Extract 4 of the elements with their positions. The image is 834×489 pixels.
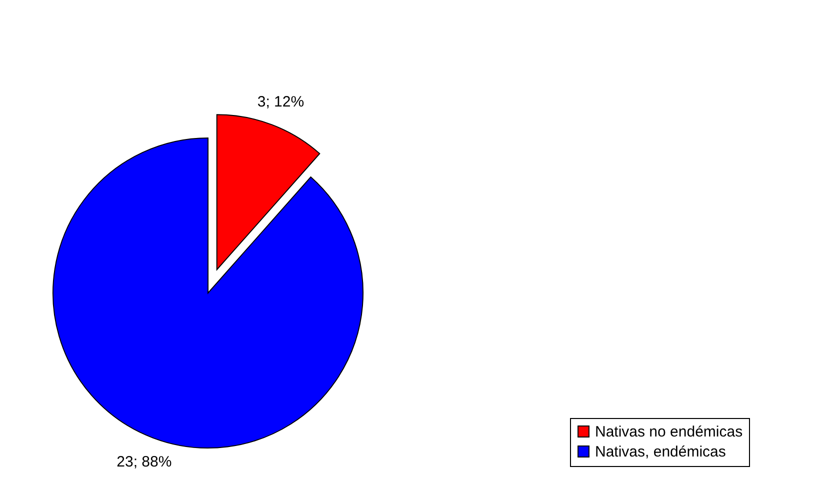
legend-label: Nativas, endémicas xyxy=(595,444,726,460)
data-label: 3; 12% xyxy=(257,93,304,110)
data-label: 23; 88% xyxy=(116,453,172,470)
legend-label: Nativas no endémicas xyxy=(595,424,743,440)
